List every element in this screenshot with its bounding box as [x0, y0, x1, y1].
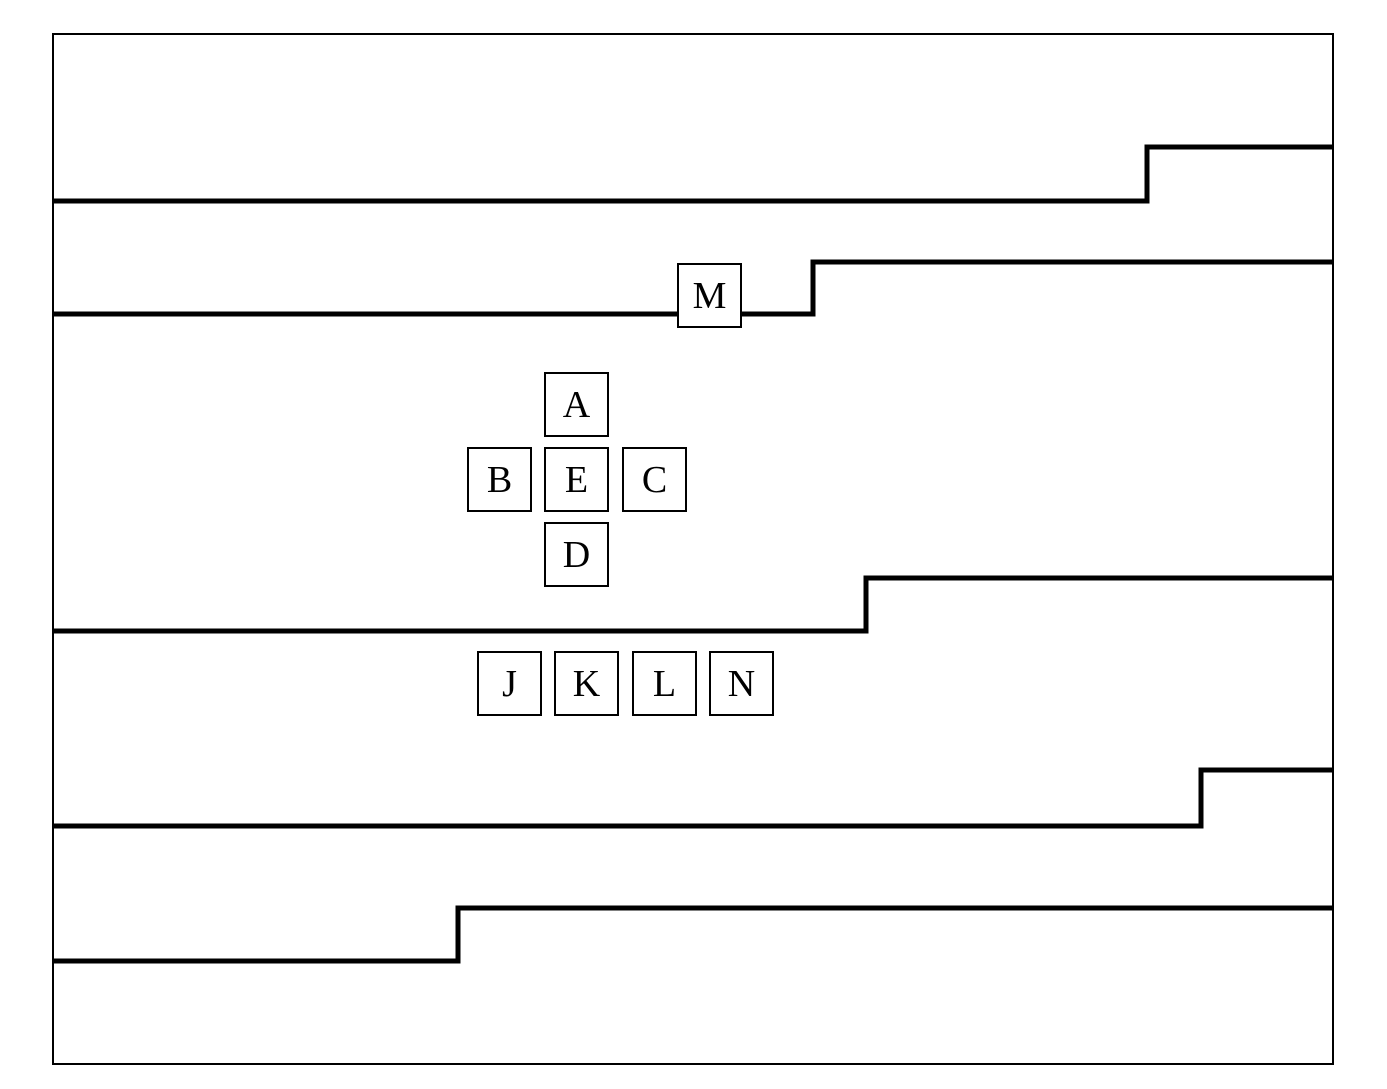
label-text: L — [653, 665, 676, 703]
label-text: K — [573, 665, 600, 703]
label-box-e: E — [544, 447, 609, 512]
label-text: A — [563, 386, 590, 424]
label-box-m: M — [677, 263, 742, 328]
label-box-j: J — [477, 651, 542, 716]
label-text: M — [693, 277, 727, 315]
label-box-d: D — [544, 522, 609, 587]
label-text: C — [642, 461, 667, 499]
label-text: E — [565, 461, 588, 499]
label-box-n: N — [709, 651, 774, 716]
label-text: D — [563, 536, 590, 574]
diagram-svg — [0, 0, 1387, 1089]
label-text: J — [502, 665, 517, 703]
label-text: B — [487, 461, 512, 499]
label-box-k: K — [554, 651, 619, 716]
label-box-c: C — [622, 447, 687, 512]
label-text: N — [728, 665, 755, 703]
label-box-b: B — [467, 447, 532, 512]
label-box-a: A — [544, 372, 609, 437]
diagram-canvas: M A B E C D J K L N — [0, 0, 1387, 1089]
label-box-l: L — [632, 651, 697, 716]
